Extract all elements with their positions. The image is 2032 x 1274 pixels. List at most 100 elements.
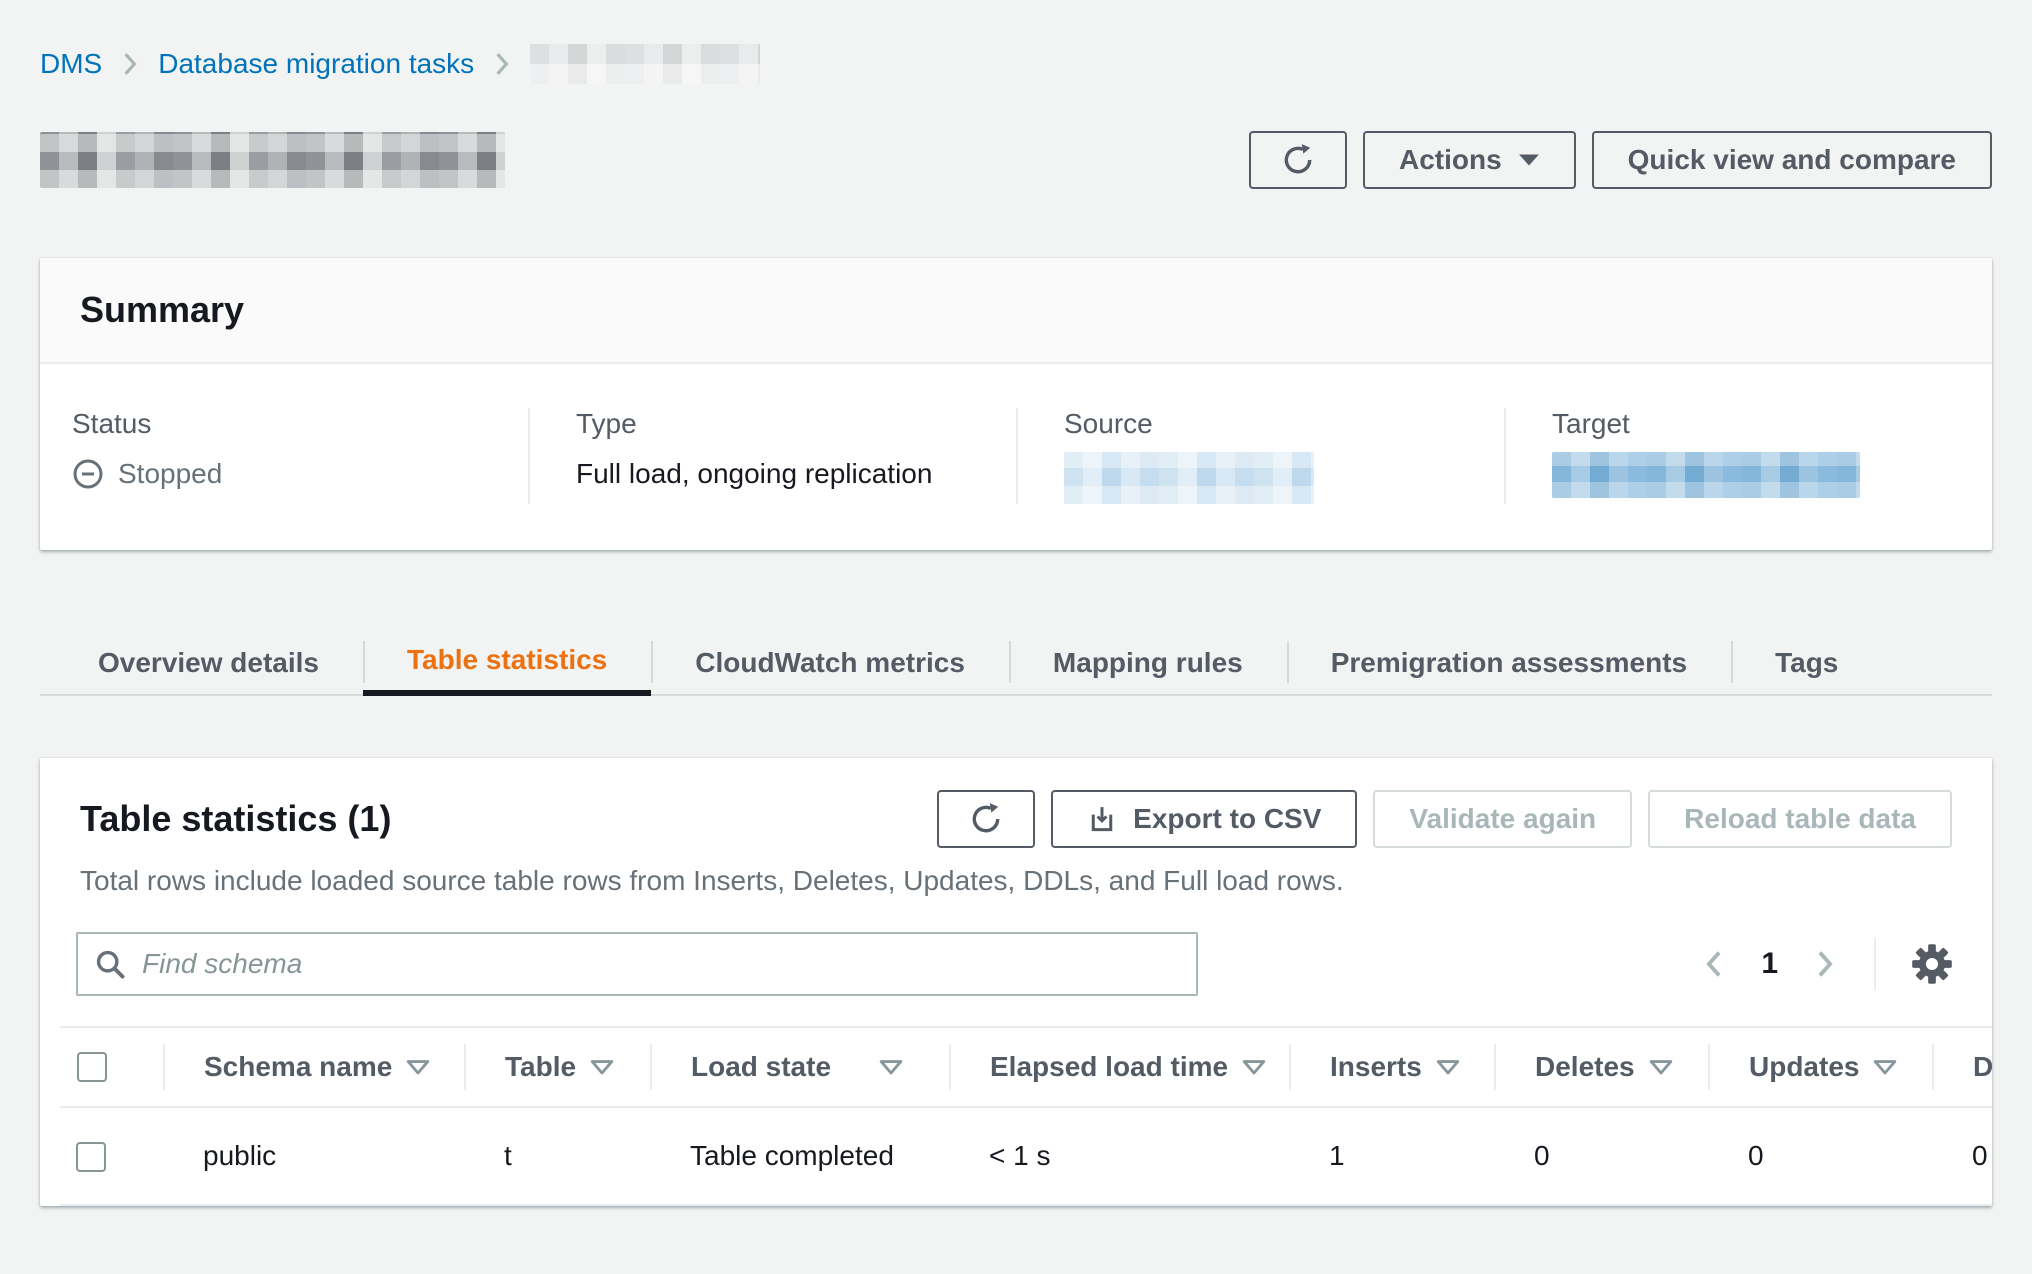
column-label: Deletes [1535,1051,1635,1082]
cell-updates: 0 [1708,1107,1932,1206]
breadcrumb-chevron-icon [496,53,509,75]
sort-caret-icon [407,1060,430,1075]
summary-card-header: Summary [40,258,1992,364]
table-refresh-button[interactable] [937,790,1036,848]
row-checkbox[interactable] [76,1142,106,1173]
cell-ddls: 0 [1932,1107,1992,1206]
tab-bar: Overview details Table statistics CloudW… [40,630,1992,696]
actions-button[interactable]: Actions [1362,131,1576,189]
breadcrumb-link-tasks[interactable]: Database migration tasks [158,48,475,79]
breadcrumb-chevron-icon [124,53,137,75]
refresh-icon [972,803,1000,833]
quick-view-compare-label: Quick view and compare [1627,144,1956,175]
column-header-inserts[interactable]: Inserts [1289,1026,1494,1108]
row-select-cell [60,1107,163,1206]
validate-again-button: Validate again [1373,790,1633,848]
current-page-number: 1 [1761,947,1778,980]
select-all-header [60,1026,163,1108]
reload-table-data-label: Reload table data [1684,803,1916,834]
column-label: Schema name [204,1051,393,1082]
tab-table-statistics[interactable]: Table statistics [363,630,652,696]
summary-body: Status Stopped Type Full load, ongoing r… [40,364,1992,550]
sort-caret-icon [1242,1060,1266,1075]
tab-mapping-rules[interactable]: Mapping rules [1008,630,1287,696]
chevron-left-icon [1706,951,1721,977]
type-value: Full load, ongoing replication [576,458,933,489]
column-label: Updates [1749,1051,1860,1082]
column-label: Table [505,1051,577,1082]
table-statistics-description: Total rows include loaded source table r… [80,865,1344,896]
sort-caret-icon [879,1060,903,1075]
cell-schema-name: public [163,1107,464,1206]
tab-label: Table statistics [407,644,608,675]
summary-field-status: Status Stopped [40,408,528,504]
header-actions: Actions Quick view and compare [1248,131,1992,189]
cell-load-state: Table completed [650,1107,949,1206]
tab-premigration-assessments[interactable]: Premigration assessments [1286,630,1731,696]
select-all-checkbox[interactable] [77,1052,107,1082]
schema-search [76,932,1198,996]
cell-deletes: 0 [1494,1107,1708,1206]
tab-cloudwatch-metrics[interactable]: CloudWatch metrics [651,630,1009,696]
page-title-redacted [40,132,505,188]
column-header-load-state[interactable]: Load state [650,1026,949,1108]
cell-table: t [464,1107,650,1206]
summary-field-type: Type Full load, ongoing replication [528,408,1016,504]
sort-caret-icon [1436,1060,1460,1075]
column-header-schema-name[interactable]: Schema name [163,1026,464,1108]
validate-again-label: Validate again [1409,803,1597,834]
column-label: Inserts [1330,1051,1422,1082]
status-value-text: Stopped [118,458,223,489]
column-header-deletes[interactable]: Deletes [1494,1026,1708,1108]
source-label: Source [1064,408,1153,439]
sort-caret-icon [1874,1060,1897,1075]
column-header-table[interactable]: Table [464,1026,650,1108]
target-value-redacted [1552,452,1860,498]
table-card-buttons: Export to CSV Validate again Reload tabl… [937,790,1952,848]
column-label: Load state [691,1051,832,1082]
next-page-button [1800,940,1850,988]
chevron-right-icon [1818,951,1833,977]
column-label: DDLs [1973,1051,1992,1082]
gear-icon [1912,944,1952,984]
column-header-ddls[interactable]: DDLs [1932,1026,1992,1108]
actions-button-label: Actions [1398,144,1502,175]
table-statistics-title: Table statistics (1) [80,798,392,839]
status-label: Status [72,408,152,439]
previous-page-button [1689,940,1739,988]
export-to-csv-button[interactable]: Export to CSV [1051,790,1358,848]
tab-overview-details[interactable]: Overview details [54,630,363,696]
summary-card: Summary Status Stopped Type Full load, o… [40,258,1992,550]
pagination: 1 [1689,936,1964,992]
status-stopped-icon [73,459,103,489]
column-label: Elapsed load time [990,1051,1229,1082]
find-schema-input[interactable] [76,932,1198,996]
breadcrumb-link-dms[interactable]: DMS [40,48,103,79]
quick-view-compare-button[interactable]: Quick view and compare [1591,131,1992,189]
sort-caret-icon [1649,1060,1672,1075]
summary-field-target: Target [1504,408,1992,504]
type-label: Type [576,408,637,439]
preferences-button[interactable] [1900,936,1964,992]
summary-title: Summary [80,289,245,330]
status-value: Stopped [72,452,528,496]
table-statistics-table: Schema name Table Load state Elapse [60,1026,1992,1206]
cell-elapsed-load-time: < 1 s [949,1107,1289,1206]
tab-label: Premigration assessments [1330,647,1688,678]
table-card-header: Table statistics (1) [40,758,1992,900]
summary-field-source: Source [1016,408,1504,504]
download-icon [1091,807,1113,832]
column-header-elapsed-load-time[interactable]: Elapsed load time [949,1026,1289,1108]
column-header-updates[interactable]: Updates [1708,1026,1932,1108]
tab-tags[interactable]: Tags [1731,630,1882,696]
table-header-row: Schema name Table Load state Elapse [60,1026,1992,1108]
sort-caret-icon [590,1060,614,1075]
dms-task-page: DMS Database migration tasks Actions Qui… [40,44,1992,1206]
refresh-icon [1284,144,1312,174]
source-value-redacted [1064,452,1314,504]
reload-table-data-button: Reload table data [1648,790,1952,848]
table-toolbar: 1 [40,932,1992,996]
refresh-button[interactable] [1248,131,1347,189]
tab-label: Mapping rules [1052,647,1243,678]
table-row: public t Table completed < 1 s 1 0 0 0 [60,1107,1992,1206]
